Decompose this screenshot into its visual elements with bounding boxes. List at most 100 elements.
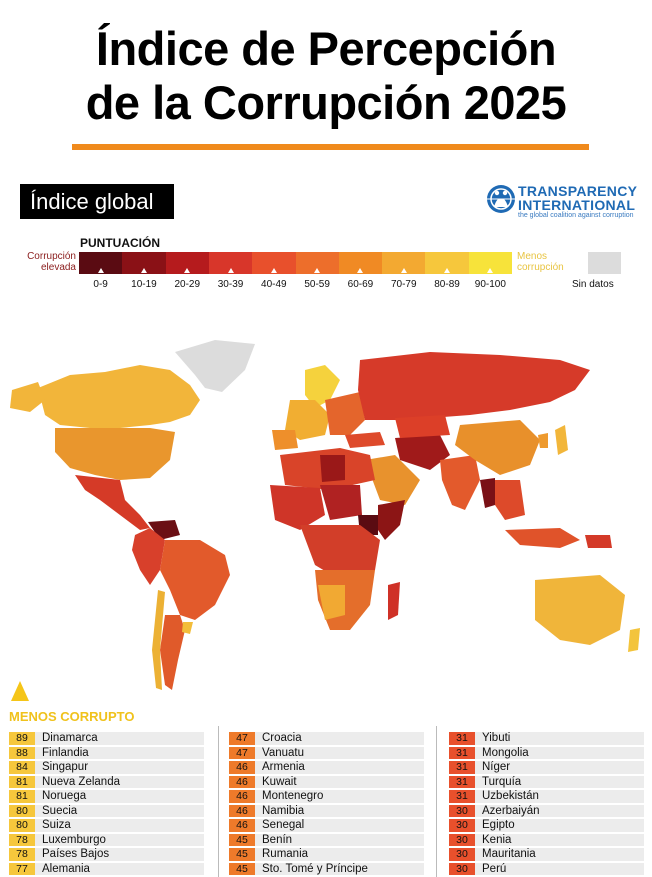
scale-range-label: 20-29 [174,279,201,290]
country-name: Armenia [262,761,305,773]
country-name: Alemania [42,862,90,875]
score-cell: 46 [229,761,255,774]
row-background [229,775,424,788]
legend-title: PUNTUACIÓN [80,236,160,250]
ranking-row: 46 Senegal [229,818,424,833]
scale-tick [227,268,234,273]
row-background [449,761,644,774]
map-region-australia [535,575,625,645]
country-name: Uzbekistán [482,790,539,802]
column-divider [218,726,219,877]
country-name: Benín [262,833,293,846]
country-name: Suecia [42,804,78,817]
map-region-canada [38,365,200,428]
map-region-mexico [75,475,150,530]
transparency-international-logo: TRANSPARENCY INTERNATIONAL the global co… [486,182,638,222]
row-background [449,746,644,759]
scale-segment [79,252,123,274]
country-name: Rumania [262,848,309,860]
scale-segment [208,252,253,274]
row-background [9,804,204,817]
ranking-row: 45 Sto. Tomé y Príncipe [229,862,424,877]
country-name: Luxemburgo [42,833,106,846]
score-cell: 31 [449,775,475,788]
map-region-madagascar [388,582,400,620]
row-background [9,790,204,803]
scale-segment [425,252,470,274]
score-cell: 31 [449,761,475,774]
ranking-row: 45 Benín [229,833,424,848]
logo-tagline: the global coalition against corruption [518,212,634,219]
row-background [9,819,204,832]
row-background [229,732,424,745]
ranking-column-2: 47 Croacia 47 Vanuatu 46 Armenia 46 Kuwait 46 Mon… [229,731,424,876]
row-background [9,761,204,774]
score-cell: 84 [9,761,35,774]
country-name: Países Bajos [42,848,110,860]
column-divider [436,726,437,877]
ranking-row: 77 Alemania [9,862,204,877]
map-region-southeast-asia [495,480,525,520]
map-region-korea [538,433,548,448]
ranking-column-3: 31 Yibuti 31 Mongolia 31 Níger 31 Turquía 31 Uzbe… [449,731,644,876]
score-cell: 81 [9,775,35,788]
no-data-swatch [588,252,621,274]
scale-tick [400,268,407,273]
score-cell: 30 [449,848,475,861]
ranking-row: 81 Noruega [9,789,204,804]
row-background [449,833,644,846]
country-name: Turquía [482,775,522,788]
ranking-row: 30 Kenia [449,833,644,848]
map-region-arabia [365,455,420,505]
score-cell: 46 [229,775,255,788]
country-name: Namibia [262,804,305,817]
country-name: Senegal [262,819,305,831]
ranking-row: 46 Montenegro [229,789,424,804]
country-name: Sto. Tomé y Príncipe [262,862,368,875]
row-background [449,862,644,875]
ranking-row: 31 Uzbekistán [449,789,644,804]
scale-range-label: 0-9 [93,279,108,290]
map-region-usa [55,428,175,480]
country-name: Finlandia [42,746,89,759]
scale-range-label: 40-49 [261,279,287,290]
score-range-labels: 0-9 10-19 20-29 30-39 40-49 50-59 60-69 70-79 80… [79,279,512,293]
score-cell: 81 [9,790,35,803]
map-region-scandinavia [305,365,340,408]
row-background [9,732,204,745]
map-region-turkey [345,432,385,448]
map-region-new-zealand [628,628,640,652]
logo-line-1: TRANSPARENCY [518,183,638,199]
score-color-scale [79,252,513,274]
score-cell: 78 [9,833,35,846]
scale-range-label: 60-69 [347,279,374,290]
score-cell: 30 [449,819,475,832]
row-background [9,862,204,875]
map-region-sahel [320,485,362,520]
row-background [449,848,644,861]
scale-tick [314,268,321,273]
country-name: Croacia [262,732,302,744]
country-name: Montenegro [262,790,324,802]
ranking-row: 81 Nueva Zelanda [9,775,204,790]
ranking-row: 30 Azerbaiyán [449,804,644,819]
map-region-central-africa [300,525,380,580]
ranking-row: 80 Suiza [9,818,204,833]
scale-range-label: 80-89 [434,279,460,290]
title-underline [72,144,589,150]
page-title: Índice de Percepción de la Corrupción 20… [0,22,652,130]
map-region-venezuela [148,520,180,540]
ranking-row: 78 Países Bajos [9,847,204,862]
map-region-png [585,535,612,548]
scale-segment [122,252,167,274]
country-name: Nueva Zelanda [42,775,120,788]
score-cell: 80 [9,804,35,817]
map-region-uruguay [182,622,193,634]
ranking-row: 80 Suecia [9,804,204,819]
ranking-row: 30 Egipto [449,818,644,833]
scale-tick [184,268,191,273]
scale-range-label: 10-19 [131,279,157,290]
row-background [229,833,424,846]
row-background [449,732,644,745]
map-region-western-europe [285,400,330,440]
